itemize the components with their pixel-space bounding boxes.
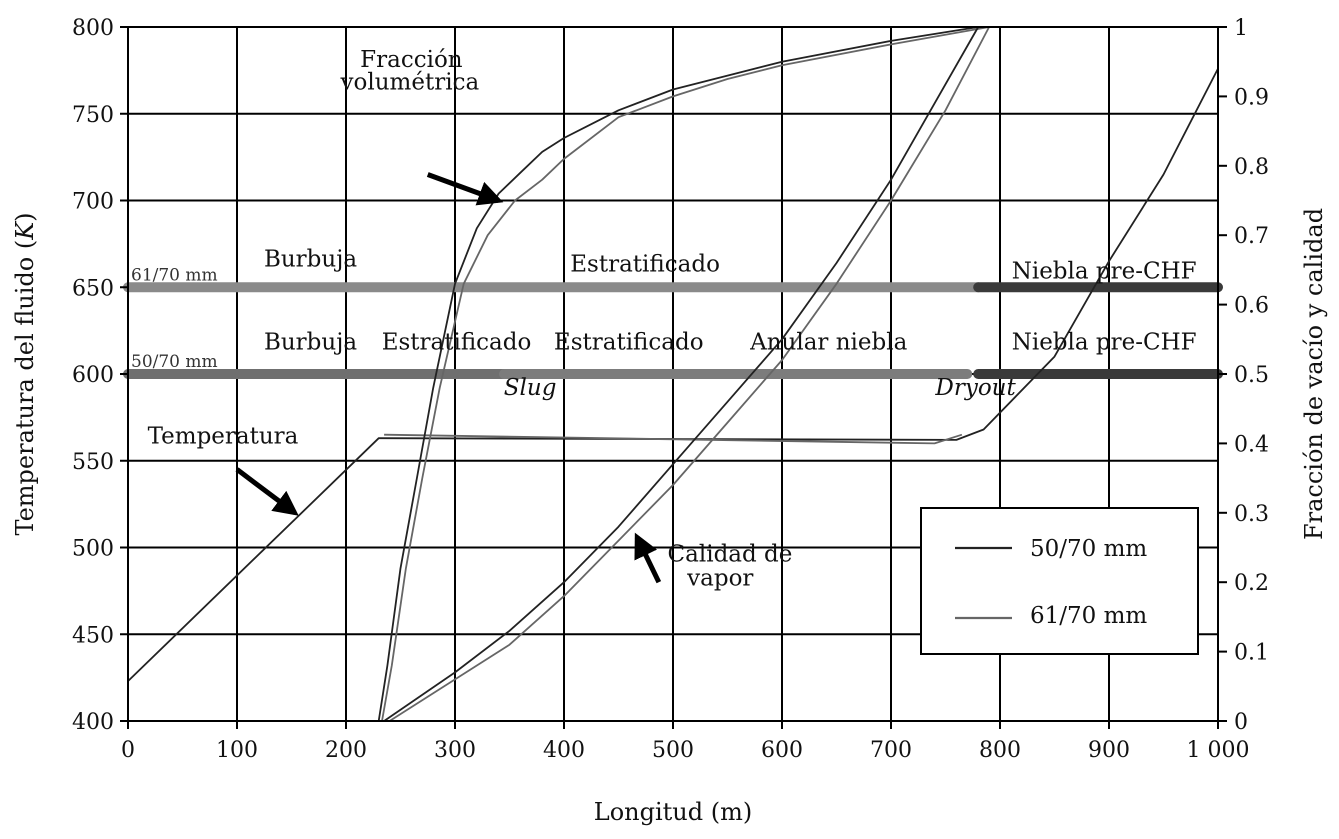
y-left-tick-label-2: 500 bbox=[72, 537, 114, 562]
legend-box bbox=[920, 507, 1199, 655]
series-line-1 bbox=[384, 433, 963, 445]
y-right-tick-label-9: 0.9 bbox=[1234, 85, 1269, 110]
x-tick-label-5: 500 bbox=[652, 738, 694, 763]
band-label-11: Dryout bbox=[934, 375, 1016, 401]
x-tick-label-1: 100 bbox=[216, 738, 258, 763]
y-left-tick-label-0: 400 bbox=[72, 710, 114, 735]
band-label-6: Estratificado bbox=[382, 330, 532, 356]
band-label-5: Burbuja bbox=[264, 330, 357, 356]
band-label-0: 61/70 mm bbox=[131, 265, 218, 285]
annotation-text-3: Calidad de bbox=[668, 541, 793, 567]
flow-regime-bands bbox=[123, 282, 1223, 379]
x-tick-label-7: 700 bbox=[870, 738, 912, 763]
annotation-text-4: vapor bbox=[686, 566, 753, 592]
series-line-4 bbox=[383, 26, 979, 722]
x-tick-label-6: 600 bbox=[761, 738, 803, 763]
y-left-tick-label-5: 650 bbox=[72, 276, 114, 301]
annotation-text-1: volumétrica bbox=[340, 69, 480, 95]
y-left-axis-title: Temperatura del fluido (K) bbox=[11, 212, 39, 535]
y-right-tick-label-8: 0.8 bbox=[1234, 155, 1269, 180]
y-left-title-part-3: ) bbox=[11, 212, 39, 221]
series-line-3 bbox=[381, 26, 990, 722]
annotation-text-2: Temperatura bbox=[148, 423, 299, 449]
y-right-tick-label-4: 0.4 bbox=[1234, 432, 1269, 457]
x-tick-label-2: 200 bbox=[325, 738, 367, 763]
y-right-tick-label-7: 0.7 bbox=[1234, 224, 1269, 249]
annotation-arrow-2 bbox=[235, 467, 299, 516]
y-left-tick-label-1: 450 bbox=[72, 623, 114, 648]
annotation-arrow-3 bbox=[634, 532, 662, 584]
legend: 50/70 mm 61/70 mm bbox=[920, 507, 1199, 655]
annotation-arrow-0 bbox=[426, 172, 504, 206]
y-right-tick-label-10: 1 bbox=[1234, 16, 1248, 41]
band-label-7: Estratificado bbox=[554, 330, 704, 356]
y-left-title-part-1: Temperatura del fluido ( bbox=[11, 240, 39, 536]
legend-label-50-70: 50/70 mm bbox=[1030, 536, 1147, 562]
y-left-tick-label-4: 600 bbox=[72, 363, 114, 388]
series-line-0 bbox=[127, 68, 1219, 682]
series-lines bbox=[127, 26, 1219, 722]
y-right-tick-label-5: 0.5 bbox=[1234, 363, 1269, 388]
y-right-tick-label-2: 0.2 bbox=[1234, 571, 1269, 596]
legend-label-61-70: 61/70 mm bbox=[1030, 603, 1147, 629]
x-axis-title: Longitud (m) bbox=[594, 798, 752, 826]
x-tick-label-4: 400 bbox=[543, 738, 585, 763]
band-label-8: Anular niebla bbox=[749, 330, 907, 356]
y-left-tick-label-7: 750 bbox=[72, 103, 114, 128]
band-label-2: Burbuja bbox=[264, 246, 357, 272]
x-tick-label-8: 800 bbox=[979, 738, 1021, 763]
band-labels: 61/70 mm 50/70 mm Burbuja Estratificado Nieb… bbox=[131, 246, 1197, 400]
y-left-title-unit: K bbox=[11, 220, 39, 241]
series-line-2 bbox=[128, 26, 979, 722]
y-left-tick-label-8: 800 bbox=[72, 16, 114, 41]
series-line-5 bbox=[389, 26, 990, 722]
y-right-tick-label-0: 0 bbox=[1234, 710, 1248, 735]
y-right-axis-title: Fracción de vacío y calidad bbox=[1300, 208, 1328, 540]
y-left-tick-label-3: 550 bbox=[72, 450, 114, 475]
band-label-4: Niebla pre-CHF bbox=[1012, 259, 1197, 285]
x-tick-label-3: 300 bbox=[434, 738, 476, 763]
x-tick-label-10: 1 000 bbox=[1187, 738, 1250, 763]
annotation-text-0: Fracción bbox=[360, 47, 463, 73]
band-label-9: Niebla pre-CHF bbox=[1012, 330, 1197, 356]
band-label-10: Slug bbox=[504, 375, 557, 401]
y-right-tick-label-3: 0.3 bbox=[1234, 502, 1269, 527]
axis-ticks: 0 100 200 300 400 500 600 700 800 900 1 000 400 450 5… bbox=[72, 16, 1269, 763]
band-label-1: 50/70 mm bbox=[131, 352, 218, 372]
x-tick-label-9: 900 bbox=[1088, 738, 1130, 763]
band-label-3: Estratificado bbox=[570, 252, 720, 278]
y-left-tick-label-6: 700 bbox=[72, 190, 114, 215]
x-tick-label-0: 0 bbox=[121, 738, 135, 763]
y-right-tick-label-6: 0.6 bbox=[1234, 294, 1269, 319]
y-right-tick-label-1: 0.1 bbox=[1234, 641, 1269, 666]
